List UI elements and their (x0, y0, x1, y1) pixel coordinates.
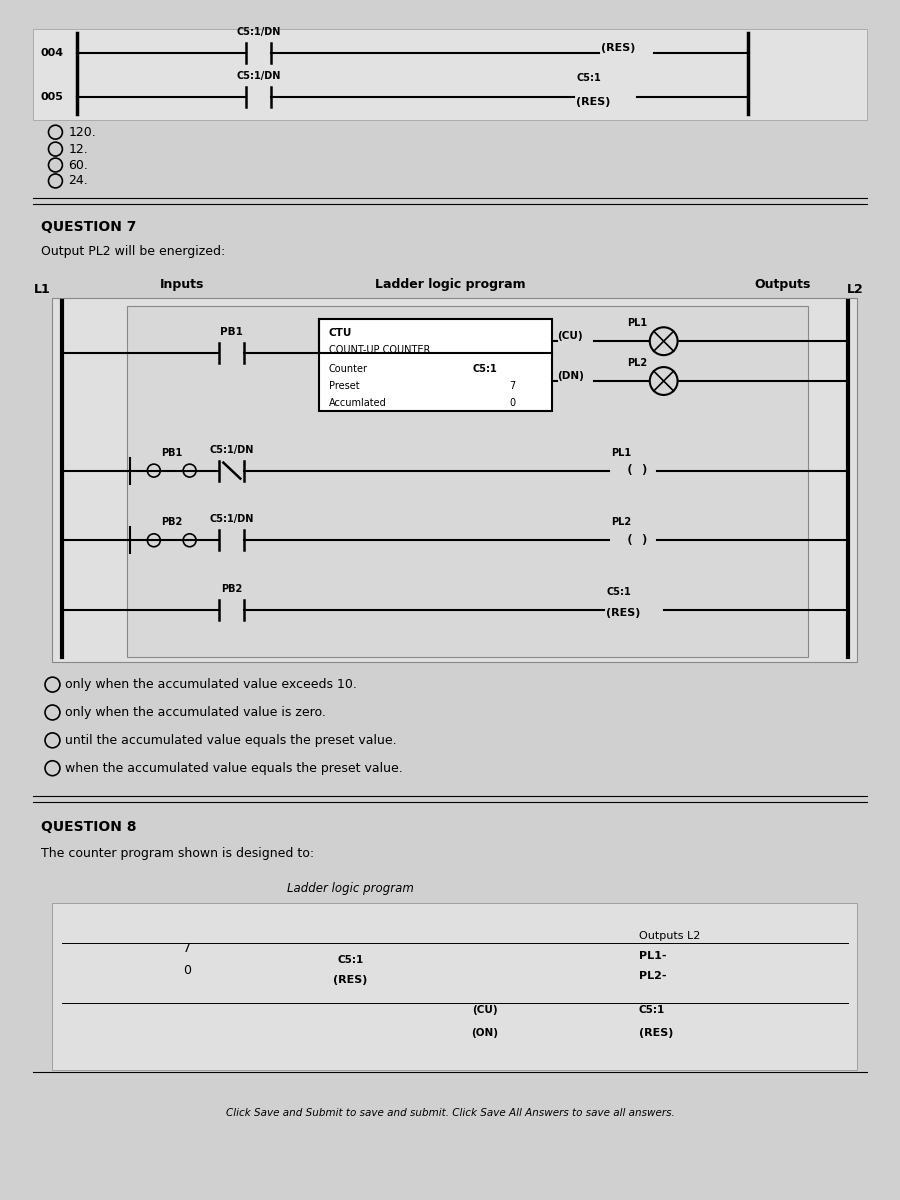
Text: Click Save and Submit to save and submit. Click Save All Answers to save all ans: Click Save and Submit to save and submit… (226, 1108, 674, 1117)
Text: PL1: PL1 (626, 318, 647, 329)
Text: only when the accumulated value is zero.: only when the accumulated value is zero. (66, 706, 327, 719)
Text: PL2: PL2 (626, 358, 647, 368)
Text: CTU: CTU (328, 329, 352, 338)
Text: 0: 0 (509, 398, 516, 408)
Text: 7: 7 (509, 380, 516, 391)
Text: PB1: PB1 (220, 328, 243, 337)
Text: until the accumulated value equals the preset value.: until the accumulated value equals the p… (66, 734, 397, 746)
Text: (RES): (RES) (601, 42, 635, 53)
Text: (DN): (DN) (557, 371, 584, 382)
Text: ( ): ( ) (626, 464, 648, 478)
Text: 005: 005 (40, 92, 63, 102)
Text: 004: 004 (40, 48, 64, 58)
Text: The counter program shown is designed to:: The counter program shown is designed to… (40, 847, 314, 860)
Text: QUESTION 7: QUESTION 7 (40, 220, 136, 234)
Text: Outputs L2: Outputs L2 (639, 931, 700, 942)
Text: PL2-: PL2- (639, 971, 666, 982)
FancyBboxPatch shape (52, 299, 858, 661)
Text: 12.: 12. (68, 143, 88, 156)
Text: (ON): (ON) (472, 1028, 499, 1038)
Text: Ladder logic program: Ladder logic program (287, 882, 414, 895)
Text: Outputs: Outputs (755, 278, 811, 290)
Text: C5:1/DN: C5:1/DN (210, 445, 254, 455)
Text: (RES): (RES) (606, 608, 641, 618)
Text: C5:1/DN: C5:1/DN (210, 515, 254, 524)
Text: COUNT-UP COUNTER: COUNT-UP COUNTER (328, 346, 430, 355)
Text: Accumlated: Accumlated (328, 398, 386, 408)
FancyBboxPatch shape (32, 29, 868, 120)
Text: Ladder logic program: Ladder logic program (374, 278, 526, 290)
Text: C5:1: C5:1 (472, 364, 498, 374)
Text: 7: 7 (183, 942, 191, 955)
Text: 24.: 24. (68, 174, 88, 187)
Text: PB1: PB1 (161, 448, 183, 457)
Text: PL1: PL1 (611, 448, 631, 457)
Text: C5:1: C5:1 (639, 1006, 665, 1015)
Text: C5:1: C5:1 (606, 587, 631, 598)
Text: Inputs: Inputs (159, 278, 204, 290)
Text: L1: L1 (34, 283, 51, 296)
Text: 0: 0 (183, 964, 191, 977)
Text: L2: L2 (847, 283, 864, 296)
Text: C5:1: C5:1 (338, 955, 364, 965)
Text: (CU): (CU) (557, 331, 583, 341)
Text: (RES): (RES) (639, 1028, 673, 1038)
Text: C5:1/DN: C5:1/DN (237, 72, 281, 82)
Text: Preset: Preset (328, 380, 359, 391)
Text: (CU): (CU) (472, 1006, 498, 1015)
Text: ( ): ( ) (626, 534, 648, 547)
Text: PL2: PL2 (611, 517, 631, 527)
Text: PB2: PB2 (221, 584, 242, 594)
Text: Output PL2 will be energized:: Output PL2 will be energized: (40, 245, 225, 258)
Text: Counter: Counter (328, 364, 368, 374)
Text: C5:1/DN: C5:1/DN (237, 26, 281, 37)
FancyBboxPatch shape (52, 902, 858, 1070)
Text: PB2: PB2 (161, 517, 183, 527)
Text: PL1-: PL1- (639, 952, 666, 961)
FancyBboxPatch shape (127, 306, 808, 656)
Text: when the accumulated value equals the preset value.: when the accumulated value equals the pr… (66, 762, 403, 775)
Text: 120.: 120. (68, 126, 96, 139)
Text: QUESTION 8: QUESTION 8 (40, 820, 136, 834)
Text: (RES): (RES) (333, 976, 368, 985)
FancyBboxPatch shape (319, 319, 553, 410)
Text: 60.: 60. (68, 158, 88, 172)
Text: only when the accumulated value exceeds 10.: only when the accumulated value exceeds … (66, 678, 357, 691)
Text: C5:1: C5:1 (576, 73, 601, 84)
Text: (RES): (RES) (576, 97, 610, 107)
